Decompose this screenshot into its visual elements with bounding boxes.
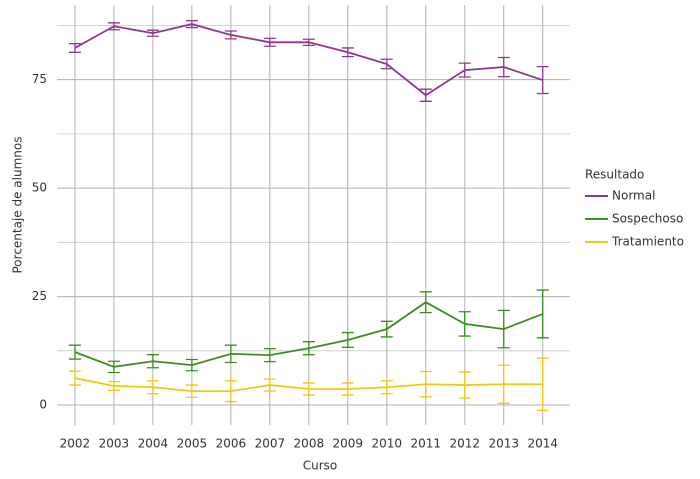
error-bar: [68, 344, 81, 360]
error-bar: [536, 289, 549, 339]
error-bar: [536, 65, 549, 95]
y-tick-label: 50: [32, 181, 47, 195]
error-bar: [263, 37, 276, 47]
error-bar: [536, 357, 549, 411]
y-tick-label: 0: [39, 398, 47, 412]
error-bar: [224, 30, 237, 40]
x-tick-label: 2010: [372, 437, 403, 451]
error-bar: [497, 309, 510, 349]
x-tick-label: 2006: [216, 437, 247, 451]
error-bar: [419, 370, 432, 398]
x-tick-label: 2002: [60, 437, 91, 451]
error-bar: [458, 371, 471, 399]
error-bar: [419, 291, 432, 314]
error-bar: [107, 380, 120, 391]
error-bar: [341, 47, 354, 58]
error-bar: [146, 380, 159, 395]
error-bar: [458, 311, 471, 337]
y-axis-title: Porcentaje de alumnos: [11, 137, 25, 274]
error-bar: [458, 62, 471, 78]
error-bar: [497, 56, 510, 78]
error-bar: [224, 344, 237, 364]
error-bar: [185, 19, 198, 29]
error-bar: [146, 354, 159, 369]
legend-title: Resultado: [585, 168, 644, 182]
error-bar: [263, 378, 276, 392]
error-bar: [107, 22, 120, 31]
error-bar: [146, 29, 159, 37]
error-bar: [68, 42, 81, 53]
error-bar: [185, 384, 198, 398]
legend-label: Sospechoso: [612, 212, 683, 226]
x-tick-label: 2014: [527, 437, 558, 451]
x-tick-label: 2011: [410, 437, 441, 451]
error-bar: [302, 341, 315, 356]
error-bar: [302, 382, 315, 396]
legend-label: Tratamiento: [611, 235, 684, 249]
x-tick-label: 2013: [488, 437, 519, 451]
error-bar: [224, 380, 237, 403]
error-bar: [341, 382, 354, 396]
error-bar: [380, 380, 393, 395]
error-bar: [419, 88, 432, 102]
y-tick-label: 25: [32, 289, 47, 303]
error-bar: [497, 364, 510, 404]
error-bar: [302, 38, 315, 47]
error-bar: [380, 58, 393, 70]
x-tick-label: 2005: [177, 437, 208, 451]
error-bar: [68, 370, 81, 386]
error-bar: [341, 331, 354, 348]
error-bar: [380, 320, 393, 338]
x-tick-label: 2003: [99, 437, 130, 451]
legend-label: Normal: [612, 189, 655, 203]
error-bar: [185, 358, 198, 372]
error-bar: [263, 347, 276, 363]
y-tick-label: 75: [32, 72, 47, 86]
x-axis-title: Curso: [303, 459, 338, 473]
x-tick-label: 2004: [138, 437, 169, 451]
x-tick-label: 2012: [449, 437, 480, 451]
x-tick-label: 2008: [294, 437, 325, 451]
x-tick-label: 2007: [255, 437, 286, 451]
x-tick-label: 2009: [333, 437, 364, 451]
error-bar: [107, 360, 120, 374]
